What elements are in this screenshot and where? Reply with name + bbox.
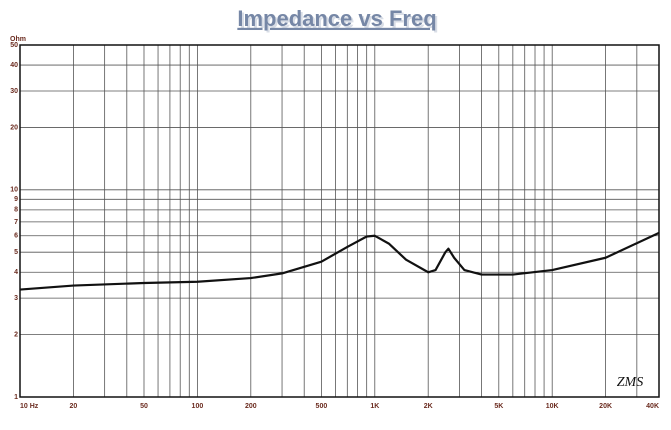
y-tick-label: 3 (14, 295, 18, 302)
x-tick-label: 1K (370, 403, 379, 410)
signature: ZMS (617, 375, 643, 390)
x-tick-label: 20 (70, 403, 78, 410)
y-tick-label: 4 (14, 269, 18, 276)
title-shadow: Impedance vs Freq (239, 8, 438, 33)
y-tick-label: 40 (10, 62, 18, 69)
x-tick-label: 50 (140, 403, 148, 410)
x-tick-label: 5K (494, 403, 503, 410)
y-tick-label: 2 (14, 331, 18, 338)
y-unit: Ohm (10, 36, 26, 43)
y-tick-label: 9 (14, 196, 18, 203)
y-tick-label: 10 (10, 187, 18, 194)
plot-border (19, 44, 660, 398)
x-tick-label: 500 (316, 403, 328, 410)
x-tick-label: 10K (546, 403, 559, 410)
y-tick-label: 50 (10, 42, 18, 49)
y-tick-label: 20 (10, 124, 18, 131)
y-tick-label: 6 (14, 233, 18, 240)
x-tick-label: 20K (599, 403, 612, 410)
y-tick-label: 5 (14, 249, 18, 256)
impedance-curve (19, 231, 660, 291)
x-tick-label: 100 (192, 403, 204, 410)
y-tick-label: 1 (14, 394, 18, 401)
x-tick-label: 200 (245, 403, 257, 410)
y-tick-label: 30 (10, 88, 18, 95)
x-tick-label: 2K (424, 403, 433, 410)
y-tick-label: 8 (14, 207, 18, 214)
y-tick-label: 7 (14, 219, 18, 226)
x-tick-label: 10 Hz (20, 403, 39, 410)
x-tick-label: 40K (646, 403, 659, 410)
chart-title: Impedance vs Freq (237, 6, 436, 31)
